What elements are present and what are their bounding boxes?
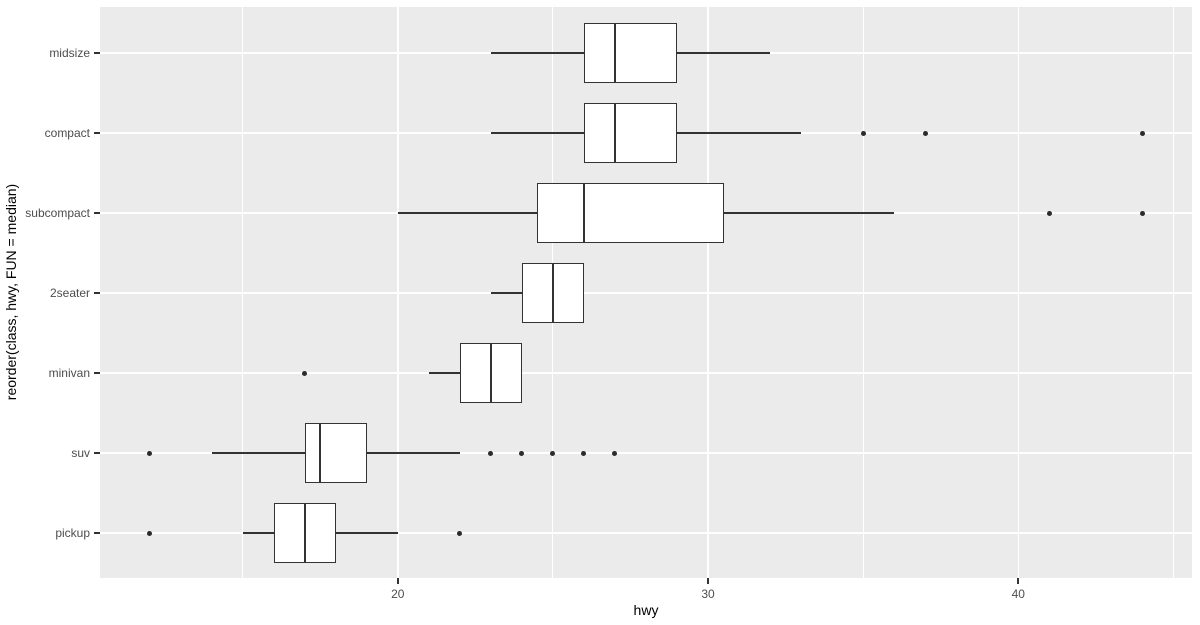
x-tick-label-20: 20	[391, 587, 405, 601]
outlier-dot-compact-35	[860, 130, 866, 136]
outlier-dot-minivan-17	[302, 370, 308, 376]
whisker-low-subcompact	[397, 212, 538, 214]
whisker-low-midsize	[490, 52, 584, 54]
outlier-dot-compact-44	[1139, 130, 1145, 136]
y-tick-mark-compact	[94, 132, 100, 134]
whisker-low-2seater	[490, 292, 522, 294]
median-line-midsize	[613, 23, 616, 83]
median-line-subcompact	[582, 183, 585, 243]
box-midsize	[583, 23, 678, 83]
outlier-dot-suv-27	[612, 450, 618, 456]
median-line-pickup	[303, 503, 306, 563]
whisker-low-pickup	[242, 532, 274, 534]
y-tick-mark-pickup	[94, 532, 100, 534]
x-tick-label-40: 40	[1011, 587, 1025, 601]
x-tick-mark-40	[1017, 578, 1020, 584]
plot-panel	[100, 7, 1192, 578]
y-tick-label-midsize: midsize	[49, 46, 90, 60]
whisker-high-pickup	[335, 532, 398, 534]
y-tick-label-minivan: minivan	[48, 366, 90, 380]
y-tick-mark-2seater	[94, 292, 100, 294]
major-gridline-y-2seater	[100, 292, 1192, 294]
whisker-high-midsize	[677, 52, 771, 54]
outlier-dot-pickup-12	[147, 530, 153, 536]
outlier-dot-suv-12	[147, 450, 153, 456]
median-line-minivan	[489, 343, 492, 403]
whisker-high-subcompact	[723, 212, 895, 214]
x-tick-label-30: 30	[701, 587, 715, 601]
whisker-low-minivan	[428, 372, 460, 374]
y-tick-label-2seater: 2seater	[49, 286, 90, 300]
whisker-high-suv	[366, 452, 460, 454]
major-gridline-y-suv	[100, 452, 1192, 454]
y-tick-label-suv: suv	[71, 446, 90, 460]
whisker-low-suv	[211, 452, 305, 454]
box-suv	[304, 423, 367, 483]
outlier-dot-subcompact-44	[1139, 210, 1145, 216]
whisker-high-compact	[677, 132, 802, 134]
outlier-dot-suv-23	[488, 450, 494, 456]
y-tick-mark-midsize	[94, 52, 100, 54]
median-line-suv	[319, 423, 322, 483]
y-tick-label-pickup: pickup	[55, 526, 90, 540]
x-tick-mark-30	[707, 578, 710, 584]
y-tick-label-subcompact: subcompact	[25, 206, 90, 220]
whisker-low-compact	[490, 132, 584, 134]
outlier-dot-suv-25	[550, 450, 556, 456]
y-tick-label-compact: compact	[44, 126, 90, 140]
y-tick-mark-minivan	[94, 372, 100, 374]
major-gridline-y-minivan	[100, 372, 1192, 374]
box-subcompact	[537, 183, 724, 243]
median-line-2seater	[551, 263, 554, 323]
outlier-dot-suv-26	[581, 450, 587, 456]
x-axis-title: hwy	[633, 602, 659, 618]
x-tick-mark-20	[396, 578, 399, 584]
y-tick-mark-suv	[94, 452, 100, 454]
outlier-dot-subcompact-41	[1046, 210, 1052, 216]
y-tick-mark-subcompact	[94, 212, 100, 214]
outlier-dot-pickup-22	[457, 530, 463, 536]
outlier-dot-suv-24	[519, 450, 525, 456]
major-gridline-y-pickup	[100, 532, 1192, 534]
outlier-dot-compact-37	[922, 130, 928, 136]
box-compact	[583, 103, 678, 163]
median-line-compact	[613, 103, 616, 163]
